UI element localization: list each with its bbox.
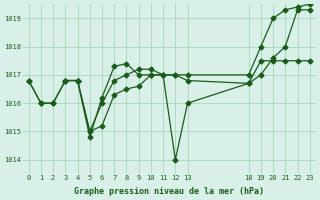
- X-axis label: Graphe pression niveau de la mer (hPa): Graphe pression niveau de la mer (hPa): [74, 187, 264, 196]
